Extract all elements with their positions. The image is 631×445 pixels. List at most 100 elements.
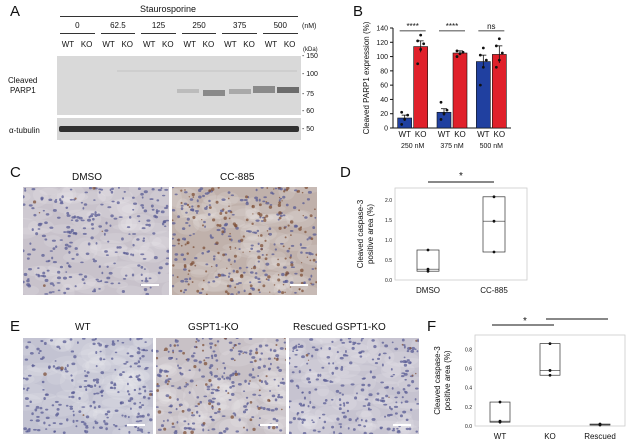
nucleus bbox=[416, 350, 419, 353]
nucleus bbox=[381, 397, 385, 400]
dab-stain bbox=[190, 430, 194, 434]
nucleus bbox=[238, 248, 241, 251]
nucleus bbox=[343, 403, 346, 407]
nucleus bbox=[178, 386, 182, 388]
nucleus bbox=[328, 346, 332, 351]
genotype-tick-label: KO bbox=[415, 130, 427, 139]
nucleus bbox=[223, 377, 226, 380]
nucleus bbox=[262, 406, 266, 411]
genotype-label: WT bbox=[183, 40, 196, 49]
nucleus bbox=[124, 274, 128, 277]
nucleus bbox=[67, 264, 71, 268]
nucleus bbox=[114, 368, 117, 371]
dab-stain bbox=[197, 402, 200, 406]
tissue-texture bbox=[77, 191, 106, 205]
nucleus bbox=[227, 275, 230, 279]
dab-stain bbox=[298, 209, 301, 212]
nucleus bbox=[198, 195, 202, 199]
nucleus bbox=[262, 364, 266, 368]
dab-stain bbox=[265, 375, 268, 378]
dab-stain bbox=[229, 246, 232, 249]
nucleus bbox=[66, 230, 71, 234]
nucleus bbox=[26, 283, 31, 287]
dab-stain bbox=[276, 262, 280, 267]
tissue-texture bbox=[316, 384, 330, 397]
nucleus bbox=[178, 403, 183, 407]
x-tick-label: DMSO bbox=[416, 286, 440, 295]
nucleus bbox=[267, 357, 271, 360]
nucleus bbox=[56, 282, 61, 284]
nucleus bbox=[410, 408, 413, 412]
dab-stain bbox=[285, 271, 289, 275]
nucleus bbox=[66, 211, 70, 215]
nucleus bbox=[55, 413, 59, 417]
nucleus bbox=[371, 358, 375, 361]
nucleus bbox=[278, 199, 281, 202]
nucleus bbox=[188, 391, 191, 394]
nucleus bbox=[41, 234, 46, 238]
nucleus bbox=[360, 388, 365, 392]
dab-stain bbox=[197, 204, 200, 208]
nucleus bbox=[221, 375, 224, 379]
nucleus bbox=[242, 271, 246, 274]
nucleus bbox=[305, 251, 309, 254]
nucleus bbox=[66, 225, 71, 229]
nucleus bbox=[175, 407, 178, 411]
nucleus bbox=[49, 250, 53, 252]
nucleus bbox=[238, 282, 242, 285]
parp1-bands bbox=[117, 70, 299, 96]
nucleus bbox=[292, 417, 297, 421]
nucleus bbox=[319, 373, 322, 377]
dab-stain bbox=[277, 278, 281, 282]
nucleus bbox=[128, 430, 131, 434]
treatment-title: Staurosporine bbox=[140, 4, 197, 14]
nucleus bbox=[141, 414, 145, 418]
mw-marker: - 60 bbox=[302, 108, 315, 115]
nucleus bbox=[338, 407, 342, 411]
data-point bbox=[426, 269, 430, 273]
concentration-label: 375 bbox=[233, 21, 247, 30]
tissue-texture bbox=[62, 252, 91, 263]
dab-stain bbox=[157, 410, 162, 414]
tissue-texture bbox=[24, 367, 58, 376]
nucleus bbox=[213, 411, 218, 415]
nucleus bbox=[254, 276, 258, 279]
dab-stain bbox=[298, 289, 301, 291]
nucleus bbox=[277, 384, 280, 387]
dab-stain bbox=[286, 187, 290, 190]
tissue-texture bbox=[307, 338, 337, 344]
tissue-texture bbox=[301, 412, 318, 430]
tissue-texture bbox=[361, 406, 381, 422]
nucleus bbox=[162, 220, 167, 224]
nucleus bbox=[74, 247, 78, 250]
nucleus bbox=[260, 352, 264, 355]
nucleus bbox=[54, 200, 58, 203]
nucleus bbox=[95, 392, 100, 395]
nucleus bbox=[54, 360, 57, 362]
nucleus bbox=[40, 196, 44, 200]
tissue-texture bbox=[103, 261, 142, 268]
nucleus bbox=[267, 279, 270, 281]
tissue-texture bbox=[50, 355, 90, 376]
plot-frame bbox=[394, 187, 528, 281]
nucleus bbox=[202, 194, 205, 198]
nucleus bbox=[116, 339, 119, 342]
nucleus bbox=[246, 428, 249, 432]
nucleus bbox=[129, 338, 132, 341]
nucleus bbox=[202, 428, 205, 432]
nucleus bbox=[51, 256, 54, 260]
nucleus bbox=[397, 429, 401, 432]
dab-stain bbox=[227, 292, 230, 295]
nucleus bbox=[105, 254, 109, 257]
nucleus bbox=[275, 419, 279, 423]
dab-stain bbox=[263, 218, 267, 222]
tissue-texture bbox=[23, 187, 49, 209]
nucleus bbox=[414, 398, 417, 401]
nucleus bbox=[348, 418, 352, 422]
nucleus bbox=[312, 233, 317, 236]
nucleus bbox=[338, 392, 342, 394]
data-point bbox=[422, 42, 426, 46]
bar bbox=[413, 46, 428, 129]
nucleus bbox=[168, 411, 173, 414]
nucleus bbox=[156, 199, 160, 202]
